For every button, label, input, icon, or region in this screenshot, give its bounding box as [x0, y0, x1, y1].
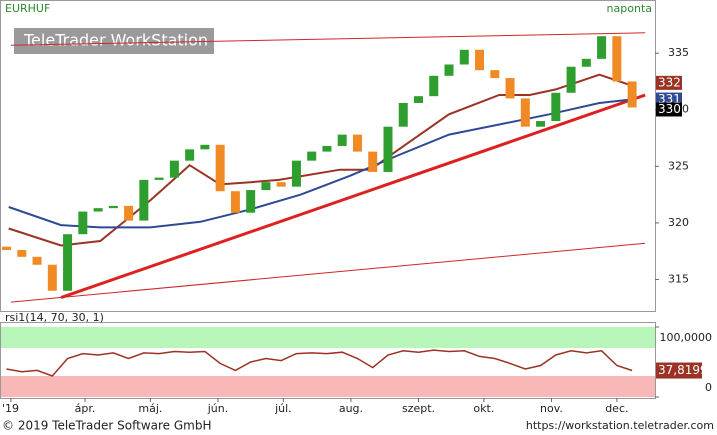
- candle: [63, 234, 73, 291]
- candle: [139, 179, 149, 221]
- candle: [200, 144, 210, 150]
- rsi-tick-label: 0: [705, 381, 712, 394]
- candle: [291, 160, 301, 187]
- candle: [429, 75, 439, 97]
- y-tick-label: 325: [668, 159, 689, 172]
- candle: [627, 81, 637, 108]
- moving-average: [8, 73, 631, 247]
- candle: [597, 36, 607, 59]
- candle: [32, 256, 42, 265]
- y-tick-label: 335: [668, 46, 689, 59]
- rsi-band: [1, 327, 655, 348]
- candle: [368, 151, 378, 172]
- x-tick-label: aug.: [339, 402, 363, 415]
- moving-average: [8, 98, 631, 229]
- candle: [78, 211, 88, 235]
- candle: [414, 96, 424, 103]
- candle: [581, 58, 591, 67]
- url: https://workstation.teletrader.com: [526, 419, 714, 432]
- candle: [398, 102, 408, 127]
- indicator-title: rsi1(14, 70, 30, 1): [5, 311, 104, 324]
- rsi-line: [6, 349, 633, 377]
- candle: [505, 78, 515, 99]
- candle: [383, 126, 393, 172]
- candle: [169, 160, 179, 178]
- candle: [490, 70, 500, 79]
- candle: [322, 145, 332, 152]
- rsi-badge: 37,8199: [658, 363, 708, 377]
- trend-line: [10, 242, 646, 303]
- x-tick-label: '19: [2, 402, 19, 415]
- x-tick-label: nov.: [540, 402, 563, 415]
- y-tick-label: 315: [668, 272, 689, 285]
- trend-line: [60, 93, 646, 299]
- candle: [536, 121, 546, 127]
- watermark-box: [14, 28, 214, 54]
- candle: [124, 205, 134, 221]
- candle: [352, 134, 362, 152]
- candle: [185, 149, 195, 161]
- x-tick-label: júl.: [274, 402, 292, 415]
- price-badge: 330: [658, 102, 681, 116]
- candle: [215, 144, 225, 192]
- ma-badge-box: [656, 75, 682, 90]
- rsi-band: [1, 376, 655, 397]
- candle: [2, 246, 12, 251]
- candle: [444, 64, 454, 76]
- x-tick-label: szept.: [402, 402, 435, 415]
- candle: [246, 190, 256, 213]
- candle: [566, 66, 576, 93]
- x-tick-label: dec.: [605, 402, 628, 415]
- copyright: © 2019 TeleTrader Software GmbH: [2, 419, 212, 433]
- candle: [337, 134, 347, 146]
- ma-badge: 332: [658, 75, 681, 89]
- candle: [230, 191, 240, 213]
- candle: [93, 208, 103, 212]
- candle: [47, 264, 57, 291]
- candle: [154, 177, 164, 180]
- trend-line: [10, 32, 646, 46]
- x-tick-label: ápr.: [75, 402, 96, 415]
- candle: [17, 250, 27, 257]
- candle: [612, 36, 622, 82]
- chart-title: EURHUF: [5, 2, 50, 15]
- candle: [551, 92, 561, 122]
- candle: [261, 182, 271, 191]
- candle: [475, 49, 485, 71]
- x-tick-label: jún.: [207, 402, 229, 415]
- price-badge-box: [656, 102, 682, 117]
- rsi-tick-label: 100,0000: [660, 331, 713, 344]
- candle: [276, 182, 286, 187]
- chart-subtitle: naponta: [607, 2, 652, 15]
- candle: [520, 98, 530, 127]
- candle: [459, 49, 469, 65]
- x-tick-label: máj.: [138, 402, 162, 415]
- x-tick-label: okt.: [473, 402, 494, 415]
- candle: [307, 151, 317, 161]
- candle: [108, 205, 118, 209]
- watermark: TeleTrader WorkStation: [23, 31, 208, 50]
- rsi-badge-box: [656, 362, 702, 379]
- y-tick-label: 320: [668, 216, 689, 229]
